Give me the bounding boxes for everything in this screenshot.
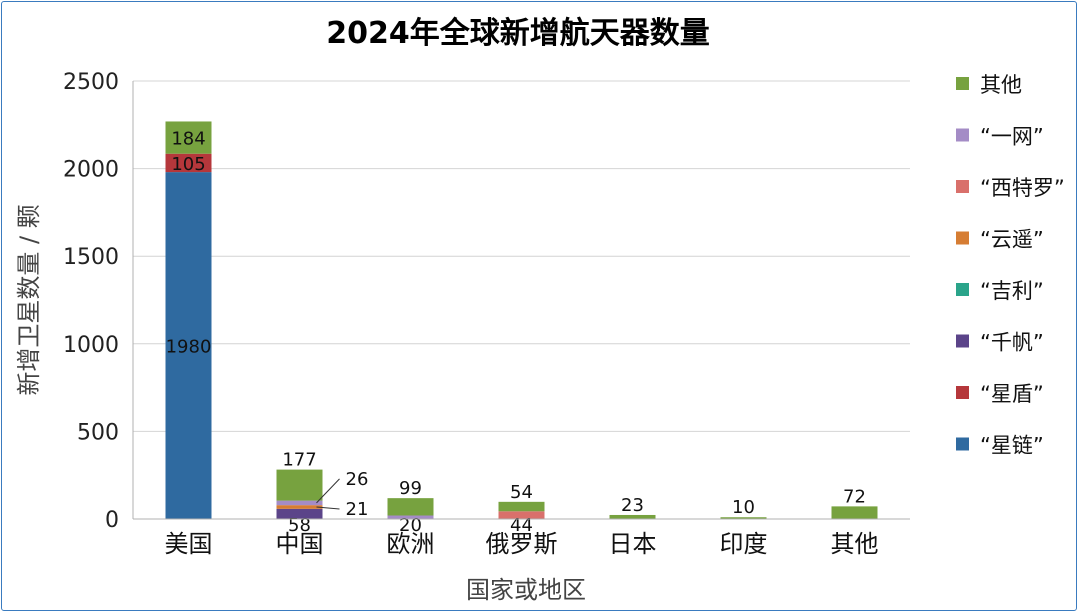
bar-欧洲-其他 [387,498,434,516]
data-label-欧洲|“一网”: 20 [399,515,422,536]
legend-swatch-“星盾” [956,386,969,399]
bar-其他-其他 [831,506,878,519]
y-tick-label-2500: 2500 [63,70,119,95]
bar-俄罗斯-其他 [498,501,545,512]
legend-swatch-“千帆” [956,334,969,348]
y-tick-label-2000: 2000 [63,158,119,183]
legend-swatch-其他 [956,77,969,90]
bar-中国-“云遥” [276,505,323,509]
chart-title: 2024年全球新增航天器数量 [326,16,710,51]
bar-美国-其他 [165,121,212,154]
bar-日本-其他 [609,514,656,519]
data-label-日本|其他: 23 [621,495,644,516]
x-tick-label-美国: 美国 [165,530,213,558]
y-tick-label-1500: 1500 [63,245,119,270]
x-tick-label-印度: 印度 [720,530,768,558]
data-label-其他|其他: 72 [843,486,866,507]
x-tick-label-欧洲: 欧洲 [387,530,435,558]
bar-中国-“千帆” [276,508,323,519]
x-tick-label-其他: 其他 [831,530,879,558]
data-label-美国|“星链”: 1980 [166,337,212,358]
legend: 其他 “一网” “西特罗” “云遥” “吉利” “千帆” “星盾” “星链” [956,73,1065,458]
leader-中国|“云遥” [316,506,340,510]
legend-label-“西特罗”: “西特罗” [980,176,1065,200]
grid-lines [133,80,910,432]
data-label-中国|“一网”: 26 [346,469,369,490]
y-tick-label-1000: 1000 [63,333,119,358]
legend-label-其他: 其他 [980,73,1022,97]
legend-label-“吉利”: “吉利” [980,279,1044,303]
legend-label-“一网”: “一网” [980,125,1044,149]
bar-美国-“星链” [165,172,212,519]
bar-欧洲-“一网” [387,515,434,519]
legend-swatch-“星链” [956,437,969,451]
legend-swatch-“一网” [956,128,969,142]
y-tick-label-500: 500 [77,420,119,445]
bar-美国-“星盾” [165,153,212,173]
legend-label-“千帆”: “千帆” [980,331,1044,355]
bar-中国-其他 [276,469,323,501]
leader-中国|“一网” [316,478,340,504]
data-label-欧洲|其他: 99 [399,478,422,499]
x-axis-title: 国家或地区 [466,576,586,604]
legend-swatch-“云遥” [956,231,969,245]
legend-swatch-“西特罗” [956,180,969,193]
data-label-美国|其他: 184 [171,129,205,150]
x-tick-label-俄罗斯: 俄罗斯 [486,530,558,558]
data-label-俄罗斯|其他: 54 [510,482,533,503]
x-tick-label-中国: 中国 [276,530,324,558]
legend-label-“星盾”: “星盾” [980,382,1044,406]
data-label-中国|其他: 177 [282,450,316,471]
y-tick-label-0: 0 [105,508,119,533]
bars [165,121,878,519]
bar-中国-“一网” [276,500,323,506]
bar-印度-其他 [720,517,767,519]
data-label-俄罗斯|“西特罗”: 44 [510,515,533,536]
legend-label-“星链”: “星链” [980,434,1044,458]
data-label-美国|“星盾”: 105 [171,154,205,175]
data-label-中国|“千帆”: 58 [288,515,311,536]
y-axis-title: 新增卫星数量 / 颗 [15,204,43,395]
data-label-中国|“云遥”: 21 [346,499,369,520]
data-labels: 1980 105 184 58 21 26 177 20 99 44 54 23 10 72 [166,129,866,536]
legend-swatch-“吉利” [956,283,969,296]
legend-label-“云遥”: “云遥” [980,228,1044,252]
x-tick-label-日本: 日本 [609,530,657,558]
axes: 0 500 1000 1500 2000 2500 美国 中国 欧洲 俄罗斯 日本 印度 其他 [63,70,910,558]
data-label-印度|其他: 10 [732,497,755,518]
bar-俄罗斯-“西特罗” [498,511,545,519]
